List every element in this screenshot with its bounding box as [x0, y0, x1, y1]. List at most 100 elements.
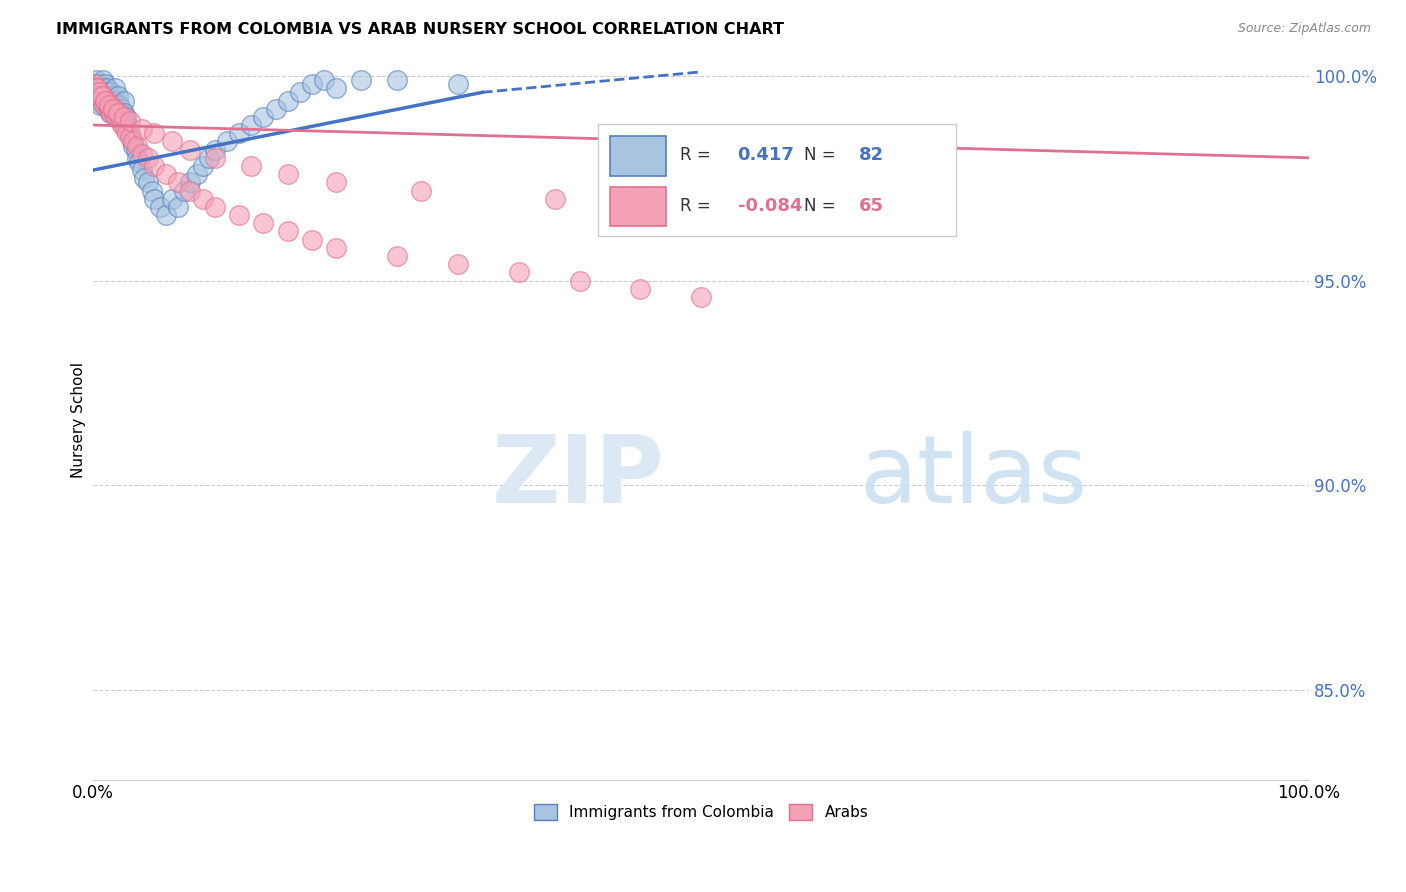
Point [89, 89, 111, 103]
Point [90, 89, 112, 103]
Point [179, 184, 201, 198]
Point [385, 73, 408, 87]
Point [277, 94, 299, 108]
Text: N =: N = [804, 197, 841, 215]
Point [143, 126, 166, 140]
Point [131, 163, 153, 178]
Point [690, 290, 713, 304]
Point [98, 97, 121, 112]
Legend: Immigrants from Colombia, Arabs: Immigrants from Colombia, Arabs [527, 797, 875, 826]
Point [89, 97, 111, 112]
Point [204, 151, 226, 165]
Point [91, 89, 114, 103]
Text: R =: R = [681, 145, 717, 163]
Text: R =: R = [681, 197, 717, 215]
Point [125, 138, 148, 153]
Point [98, 94, 121, 108]
Point [112, 105, 135, 120]
Point [103, 105, 125, 120]
Point [107, 89, 129, 103]
Point [301, 233, 323, 247]
Point [89, 77, 111, 91]
Point [191, 192, 214, 206]
Point [325, 241, 347, 255]
Point [90, 89, 112, 103]
Point [98, 102, 121, 116]
Point [136, 175, 159, 189]
Point [101, 89, 124, 103]
Point [160, 135, 183, 149]
Point [89, 86, 111, 100]
Point [447, 77, 470, 91]
Point [91, 73, 114, 87]
Point [179, 175, 201, 189]
Point [101, 102, 124, 116]
Point [101, 102, 124, 116]
Point [103, 105, 125, 120]
Point [122, 138, 145, 153]
FancyBboxPatch shape [598, 124, 956, 236]
Point [568, 273, 591, 287]
Point [143, 192, 166, 206]
Point [215, 135, 238, 149]
Point [204, 143, 226, 157]
Point [149, 200, 172, 214]
Point [111, 118, 134, 132]
Point [141, 184, 163, 198]
Text: Source: ZipAtlas.com: Source: ZipAtlas.com [1237, 22, 1371, 36]
Point [100, 105, 122, 120]
Point [103, 94, 125, 108]
Text: ZIP: ZIP [492, 431, 665, 524]
Point [98, 105, 121, 120]
Point [97, 86, 120, 100]
Point [411, 184, 433, 198]
Point [98, 102, 121, 116]
Point [191, 159, 214, 173]
Point [264, 102, 287, 116]
Point [115, 110, 138, 124]
Point [122, 135, 145, 149]
Point [125, 143, 148, 157]
Point [167, 175, 190, 189]
Point [114, 122, 136, 136]
Point [104, 102, 127, 116]
Point [94, 89, 117, 103]
Point [86, 86, 108, 100]
Point [86, 81, 108, 95]
Point [110, 102, 132, 116]
Point [107, 105, 129, 120]
Point [98, 89, 121, 103]
Point [350, 73, 373, 87]
Point [112, 110, 135, 124]
Text: 82: 82 [859, 145, 884, 163]
Point [447, 257, 470, 271]
Point [104, 94, 127, 108]
Point [385, 249, 408, 263]
Point [93, 97, 115, 112]
Point [111, 110, 134, 124]
Point [90, 94, 112, 108]
Point [121, 135, 143, 149]
Point [108, 114, 131, 128]
Point [314, 73, 336, 87]
Point [93, 97, 115, 112]
Point [134, 171, 156, 186]
Point [288, 86, 311, 100]
Point [84, 81, 107, 95]
Point [87, 94, 110, 108]
Point [197, 151, 219, 165]
Point [125, 151, 148, 165]
Point [228, 208, 250, 222]
Point [118, 114, 141, 128]
Point [86, 89, 108, 103]
Point [277, 167, 299, 181]
Point [155, 208, 177, 222]
Point [112, 94, 135, 108]
Point [94, 94, 117, 108]
Point [544, 192, 567, 206]
Point [179, 143, 201, 157]
Point [160, 192, 183, 206]
Text: 0.417: 0.417 [738, 145, 794, 163]
Point [508, 265, 530, 279]
Point [131, 146, 153, 161]
